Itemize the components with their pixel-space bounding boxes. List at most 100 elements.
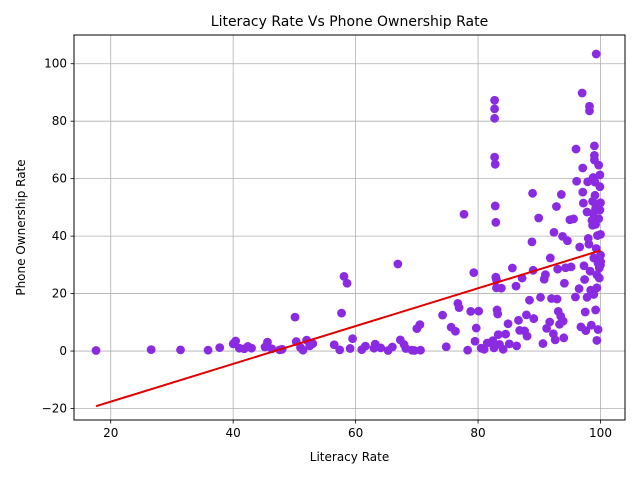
x-tick-label: 100	[589, 426, 612, 440]
data-point	[469, 268, 479, 278]
data-point	[507, 263, 517, 273]
data-point	[493, 330, 503, 340]
data-point	[595, 205, 605, 215]
data-point	[490, 201, 500, 211]
data-point	[415, 320, 425, 330]
data-point	[596, 229, 605, 239]
data-point	[474, 306, 484, 316]
data-point	[591, 49, 601, 59]
data-point	[594, 273, 604, 283]
data-point	[441, 342, 451, 352]
data-point	[522, 331, 532, 341]
data-point	[545, 317, 555, 327]
data-point	[203, 345, 213, 355]
data-point	[550, 335, 560, 345]
data-point	[337, 308, 346, 318]
x-axis-ticks: 20 40 60 80 100	[103, 420, 612, 440]
grid	[74, 35, 625, 420]
data-points	[91, 49, 605, 355]
data-point	[579, 261, 589, 271]
data-point	[491, 217, 501, 227]
data-point	[592, 336, 602, 345]
data-point	[490, 113, 499, 123]
data-point	[549, 227, 559, 237]
data-point	[580, 275, 589, 284]
y-tick-label: 60	[52, 172, 67, 186]
data-point	[490, 152, 499, 162]
data-point	[589, 141, 599, 151]
fit-line-group	[95, 249, 601, 408]
data-point	[534, 213, 544, 223]
data-point	[298, 345, 308, 355]
y-tick-label: −20	[42, 402, 67, 416]
data-point	[247, 343, 256, 353]
data-point	[580, 307, 590, 317]
data-point	[176, 345, 185, 355]
fit-line	[95, 249, 601, 408]
data-point	[591, 305, 601, 315]
plot-frame	[73, 34, 626, 421]
data-point	[511, 281, 521, 291]
data-point	[578, 198, 588, 208]
data-point	[529, 314, 539, 323]
data-point	[471, 323, 481, 333]
data-point	[525, 295, 534, 305]
data-point	[454, 303, 464, 313]
x-tick-label: 20	[103, 426, 118, 440]
data-point	[231, 336, 241, 346]
data-point	[563, 236, 572, 246]
y-axis-label: Phone Ownership Rate	[14, 159, 28, 295]
data-point	[335, 345, 345, 355]
data-point	[569, 214, 578, 224]
data-point	[585, 266, 595, 276]
data-point	[571, 144, 581, 154]
data-point	[393, 259, 403, 269]
data-point	[596, 260, 605, 270]
data-point	[514, 315, 523, 325]
y-tick-label: 40	[52, 229, 67, 243]
data-point	[490, 104, 499, 114]
data-point	[593, 325, 603, 334]
data-point	[463, 345, 473, 355]
data-point	[512, 341, 522, 351]
data-point	[545, 253, 555, 263]
data-point	[490, 95, 499, 105]
data-point	[581, 326, 591, 336]
data-point	[590, 190, 600, 200]
plot-area	[74, 35, 625, 420]
data-point	[594, 214, 604, 223]
data-point	[584, 239, 594, 249]
data-point	[586, 320, 596, 330]
y-tick-label: 80	[52, 114, 67, 128]
data-point	[589, 290, 599, 299]
data-point	[553, 264, 563, 274]
data-point	[552, 202, 561, 211]
data-point	[566, 262, 576, 272]
data-point	[559, 278, 569, 288]
data-point	[466, 306, 476, 316]
data-point	[451, 326, 460, 336]
data-point	[559, 333, 569, 343]
data-point	[528, 188, 537, 198]
data-point	[308, 339, 318, 348]
data-point	[438, 310, 447, 320]
data-point	[582, 292, 592, 302]
data-point	[146, 345, 156, 355]
data-point	[498, 344, 508, 354]
data-point	[470, 336, 480, 346]
y-axis-ticks: −20 0 20 40 60 80 100	[42, 57, 74, 416]
data-point	[91, 346, 101, 355]
data-point	[215, 343, 225, 352]
data-point	[572, 176, 582, 186]
data-point	[585, 106, 594, 116]
data-point	[536, 292, 545, 302]
data-point	[290, 312, 300, 322]
data-point	[595, 182, 605, 192]
data-point	[556, 190, 566, 199]
data-point	[490, 159, 500, 169]
data-point	[552, 294, 562, 304]
x-tick-label: 40	[226, 426, 241, 440]
data-point	[387, 342, 397, 352]
data-point	[342, 278, 352, 288]
